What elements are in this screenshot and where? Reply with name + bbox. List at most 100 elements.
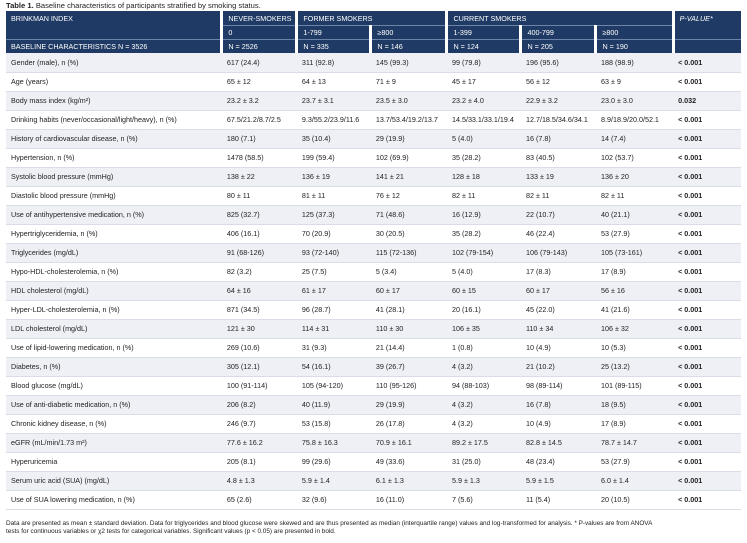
cell-never-smokers: 180 (7.1) <box>221 129 297 149</box>
header-brinkman-index: BRINKMAN INDEX <box>6 11 222 26</box>
cell-characteristic: Use of lipid-lowering medication, n (%) <box>6 338 222 358</box>
cell-current-800: 56 ± 16 <box>595 281 674 301</box>
cell-p-value: < 0.001 <box>673 72 741 92</box>
cell-p-value: < 0.001 <box>673 319 741 339</box>
cell-never-smokers: 91 (68-126) <box>221 243 297 263</box>
header-blank <box>6 25 222 40</box>
cell-current-800: 25 (13.2) <box>595 357 674 377</box>
cell-former-800: 49 (33.6) <box>370 452 447 472</box>
cell-current-1-399: 5 (4.0) <box>446 129 521 149</box>
table-row: LDL cholesterol (mg/dL) 121 ± 30 114 ± 31 1… <box>6 319 741 339</box>
cell-never-smokers: 871 (34.5) <box>221 300 297 320</box>
cell-current-400-799: 17 (8.3) <box>520 262 596 282</box>
cell-current-800: 106 ± 32 <box>595 319 674 339</box>
cell-never-smokers: 269 (10.6) <box>221 338 297 358</box>
cell-never-smokers: 406 (16.1) <box>221 224 297 244</box>
table-body: Gender (male), n (%) 617 (24.4) 311 (92.8)… <box>6 53 741 510</box>
cell-characteristic: Triglycerides (mg/dL) <box>6 243 222 263</box>
header-sub-never: 0 <box>220 25 297 40</box>
cell-current-1-399: 7 (5.6) <box>446 490 521 510</box>
cell-p-value: < 0.001 <box>673 148 741 168</box>
cell-former-800: 21 (14.4) <box>370 338 447 358</box>
cell-former-1-799: 31 (9.3) <box>296 338 371 358</box>
cell-current-800: 14 (7.4) <box>595 129 674 149</box>
cell-characteristic: eGFR (mL/min/1.73 m²) <box>6 433 222 453</box>
cell-former-1-799: 32 (9.6) <box>296 490 371 510</box>
cell-former-800: 76 ± 12 <box>370 186 447 206</box>
cell-former-800: 71 (48.6) <box>370 205 447 225</box>
header-sub-current-mid: 400-799 <box>519 25 596 40</box>
table-row: Serum uric acid (SUA) (mg/dL) 4.8 ± 1.3 5.… <box>6 471 741 491</box>
cell-p-value: < 0.001 <box>673 452 741 472</box>
cell-current-400-799: 12.7/18.5/34.6/34.1 <box>520 110 596 130</box>
header-baseline-characteristics: BASELINE CHARACTERISTICS N = 3526 <box>6 39 222 53</box>
cell-current-400-799: 110 ± 34 <box>520 319 596 339</box>
cell-characteristic: Hyper-LDL-cholesterolemia, n (%) <box>6 300 222 320</box>
cell-current-800: 17 (8.9) <box>595 414 674 434</box>
cell-former-800: 29 (19.9) <box>370 129 447 149</box>
cell-former-800: 115 (72-136) <box>370 243 447 263</box>
cell-current-800: 40 (21.1) <box>595 205 674 225</box>
cell-former-800: 5 (3.4) <box>370 262 447 282</box>
table-row: eGFR (mL/min/1.73 m²) 77.6 ± 16.2 75.8 ± 1… <box>6 433 741 453</box>
cell-current-400-799: 16 (7.8) <box>520 129 596 149</box>
cell-p-value: < 0.001 <box>673 376 741 396</box>
cell-former-800: 110 ± 30 <box>370 319 447 339</box>
cell-former-800: 102 (69.9) <box>370 148 447 168</box>
cell-former-1-799: 114 ± 31 <box>296 319 371 339</box>
cell-p-value: < 0.001 <box>673 414 741 434</box>
cell-current-400-799: 21 (10.2) <box>520 357 596 377</box>
cell-former-1-799: 136 ± 19 <box>296 167 371 187</box>
cell-p-value: < 0.001 <box>673 281 741 301</box>
cell-former-800: 30 (20.5) <box>370 224 447 244</box>
header-blank-p <box>671 25 741 40</box>
cell-current-1-399: 89.2 ± 17.5 <box>446 433 521 453</box>
cell-current-1-399: 106 ± 35 <box>446 319 521 339</box>
cell-current-800: 82 ± 11 <box>595 186 674 206</box>
baseline-characteristics-table: BRINKMAN INDEX NEVER-SMOKERS FORMER SMOK… <box>6 11 741 510</box>
table-row: History of cardiovascular disease, n (%)… <box>6 129 741 149</box>
cell-characteristic: Diastolic blood pressure (mmHg) <box>6 186 222 206</box>
cell-current-1-399: 60 ± 15 <box>446 281 521 301</box>
cell-current-800: 20 (10.5) <box>595 490 674 510</box>
cell-current-800: 136 ± 20 <box>595 167 674 187</box>
cell-current-800: 10 (5.3) <box>595 338 674 358</box>
cell-current-400-799: 11 (5.4) <box>520 490 596 510</box>
header-sub-former-low: 1-799 <box>295 25 371 40</box>
cell-characteristic: Blood glucose (mg/dL) <box>6 376 222 396</box>
cell-current-400-799: 5.9 ± 1.5 <box>520 471 596 491</box>
cell-current-400-799: 83 (40.5) <box>520 148 596 168</box>
cell-current-1-399: 4 (3.2) <box>446 414 521 434</box>
table-row: Use of SUA lowering medication, n (%) 65 … <box>6 490 741 510</box>
table-row: Use of anti-diabetic medication, n (%) 20… <box>6 395 741 415</box>
cell-never-smokers: 121 ± 30 <box>221 319 297 339</box>
cell-current-800: 41 (21.6) <box>595 300 674 320</box>
table-row: Drinking habits (never/occasional/light/… <box>6 110 741 130</box>
cell-characteristic: Chronic kidney disease, n (%) <box>6 414 222 434</box>
cell-characteristic: Serum uric acid (SUA) (mg/dL) <box>6 471 222 491</box>
table-row: Hypo-HDL-cholesterolemia, n (%) 82 (3.2) 2… <box>6 262 741 282</box>
cell-never-smokers: 67.5/21.2/8.7/2.5 <box>221 110 297 130</box>
cell-never-smokers: 206 (8.2) <box>221 395 297 415</box>
cell-current-400-799: 48 (23.4) <box>520 452 596 472</box>
cell-current-400-799: 60 ± 17 <box>520 281 596 301</box>
table-row: Hyper-LDL-cholesterolemia, n (%) 871 (34.… <box>6 300 741 320</box>
caption-text: Baseline characteristics of participants… <box>35 1 261 10</box>
caption-label: Table 1. <box>6 1 34 10</box>
cell-never-smokers: 65 (2.6) <box>221 490 297 510</box>
cell-current-1-399: 102 (79-154) <box>446 243 521 263</box>
cell-former-1-799: 96 (28.7) <box>296 300 371 320</box>
cell-former-1-799: 93 (72-140) <box>296 243 371 263</box>
cell-current-400-799: 10 (4.9) <box>520 414 596 434</box>
cell-characteristic: Age (years) <box>6 72 222 92</box>
cell-p-value: < 0.001 <box>673 490 741 510</box>
cell-former-800: 41 (28.1) <box>370 300 447 320</box>
cell-current-1-399: 4 (3.2) <box>446 357 521 377</box>
cell-current-800: 53 (27.9) <box>595 224 674 244</box>
cell-current-1-399: 14.5/33.1/33.1/19.4 <box>446 110 521 130</box>
cell-current-400-799: 133 ± 19 <box>520 167 596 187</box>
cell-former-800: 70.9 ± 16.1 <box>370 433 447 453</box>
cell-characteristic: Hypertension, n (%) <box>6 148 222 168</box>
cell-current-800: 17 (8.9) <box>595 262 674 282</box>
header-current-smokers: CURRENT SMOKERS <box>445 11 674 26</box>
